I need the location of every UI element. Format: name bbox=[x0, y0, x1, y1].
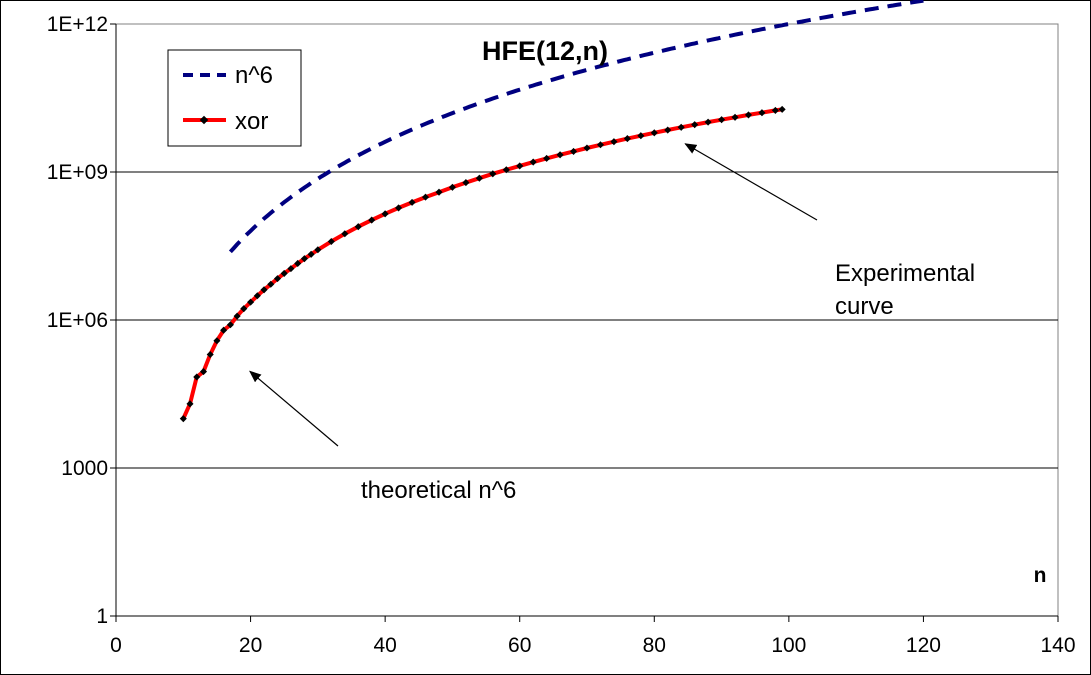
data-point-xor bbox=[280, 269, 288, 277]
data-point-xor bbox=[294, 259, 302, 267]
data-point-xor bbox=[287, 265, 295, 273]
data-point-xor bbox=[307, 250, 315, 258]
data-point-xor bbox=[771, 106, 779, 114]
legend-label-n6: n^6 bbox=[235, 62, 273, 89]
x-tick-label: 140 bbox=[1040, 634, 1075, 657]
y-tick-label: 1E+12 bbox=[47, 13, 108, 36]
data-point-xor bbox=[596, 141, 605, 149]
legend-marker-xor bbox=[199, 115, 209, 125]
data-point-xor bbox=[247, 298, 255, 306]
y-tick-label: 1E+06 bbox=[47, 309, 108, 332]
data-point-xor bbox=[213, 337, 221, 345]
data-point-xor bbox=[435, 188, 443, 196]
data-point-xor bbox=[502, 166, 510, 174]
annotation-arrow-theoretical bbox=[249, 370, 339, 447]
data-point-xor bbox=[233, 312, 241, 320]
x-tick-label: 0 bbox=[110, 634, 122, 657]
x-tick-label: 40 bbox=[373, 634, 396, 657]
annotation-experimental-curve: Experimental bbox=[835, 260, 975, 287]
series-layer bbox=[179, 0, 924, 423]
data-point-xor bbox=[300, 255, 308, 263]
annotation-arrow-experimental bbox=[684, 143, 818, 221]
gridlines bbox=[116, 171, 1058, 469]
x-axis-title: n bbox=[1034, 564, 1047, 587]
data-point-xor bbox=[778, 105, 786, 113]
y-tick-label: 1000 bbox=[61, 457, 108, 480]
y-tick-label: 1E+09 bbox=[47, 161, 108, 184]
legend: n^6 xor bbox=[167, 49, 302, 147]
legend-box bbox=[167, 49, 302, 147]
data-point-xor bbox=[179, 415, 187, 423]
data-point-xor bbox=[462, 179, 470, 187]
x-tick-label: 120 bbox=[906, 634, 941, 657]
data-point-xor bbox=[273, 275, 282, 283]
data-point-xor bbox=[677, 123, 685, 131]
annotations: Experimental curve theoretical n^6 bbox=[249, 143, 975, 504]
data-point-xor bbox=[260, 286, 268, 294]
data-point-xor bbox=[368, 216, 376, 224]
data-point-xor bbox=[253, 292, 261, 300]
x-tick-label: 100 bbox=[771, 634, 806, 657]
chart-title: HFE(12,n) bbox=[482, 36, 608, 66]
annotation-experimental-curve: curve bbox=[835, 293, 894, 320]
data-point-xor bbox=[206, 350, 214, 359]
legend-label-xor: xor bbox=[235, 108, 268, 135]
data-point-xor bbox=[610, 138, 618, 146]
data-point-xor bbox=[267, 280, 275, 288]
x-tick-label: 80 bbox=[643, 634, 666, 657]
annotation-theoretical: theoretical n^6 bbox=[361, 477, 516, 504]
data-point-xor bbox=[408, 198, 416, 206]
x-tick-label: 60 bbox=[508, 634, 531, 657]
series-line-n6 bbox=[228, 0, 924, 254]
y-axis-ticks: 1 1000 1E+06 1E+09 1E+12 bbox=[47, 13, 116, 628]
y-tick-label: 1 bbox=[96, 605, 108, 628]
data-point-xor bbox=[314, 246, 322, 254]
x-axis-ticks: 0 20 40 60 80 100 120 140 bbox=[110, 616, 1076, 657]
data-point-xor bbox=[220, 326, 228, 334]
x-tick-label: 20 bbox=[239, 634, 262, 657]
data-point-xor bbox=[395, 204, 403, 212]
data-point-xor bbox=[556, 151, 564, 159]
data-point-xor bbox=[354, 223, 362, 231]
